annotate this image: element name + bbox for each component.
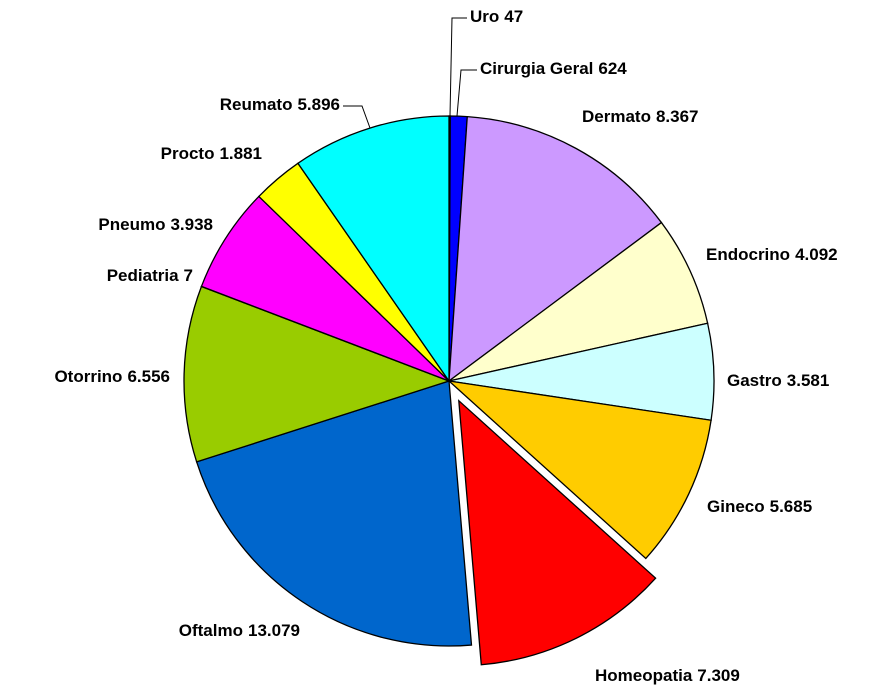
- category-label: Uro: [470, 7, 499, 26]
- value-label: 1.881: [219, 144, 262, 163]
- slice-label: Pneumo 3.938: [98, 215, 213, 234]
- value-label: 7.309: [697, 666, 740, 685]
- slice-label: Otorrino 6.556: [54, 367, 170, 386]
- value-label: 3.581: [787, 371, 830, 390]
- value-label: 8.367: [656, 107, 699, 126]
- pie-slice: [297, 115, 450, 384]
- category-label: Oftalmo: [179, 621, 243, 640]
- category-label: Endocrino: [706, 245, 790, 264]
- slice-label: Pediatria 7: [107, 266, 193, 285]
- value-label: 47: [504, 7, 523, 26]
- leader-line: [449, 17, 467, 117]
- slice-label: Reumato 5.896: [220, 95, 340, 114]
- category-label: Gastro: [727, 371, 782, 390]
- slice-label: Dermato 8.367: [582, 107, 699, 126]
- leader-line: [343, 105, 371, 129]
- slice-label: Procto 1.881: [161, 144, 262, 163]
- category-label: Pediatria: [107, 266, 179, 285]
- value-label: 5.685: [770, 497, 813, 516]
- category-label: Procto: [161, 144, 215, 163]
- pie-slice: [195, 380, 473, 647]
- value-label: 5.896: [297, 95, 340, 114]
- category-label: Otorrino: [54, 367, 122, 386]
- slice-label: Oftalmo 13.079: [179, 621, 300, 640]
- value-label: 7: [184, 266, 193, 285]
- pie-slice: [448, 221, 709, 382]
- slice-label: Gastro 3.581: [727, 371, 829, 390]
- slice-label: Endocrino 4.092: [706, 245, 838, 264]
- value-label: 624: [598, 59, 627, 78]
- category-label: Cirurgia Geral: [480, 59, 593, 78]
- leader-line: [456, 69, 477, 117]
- slice-label: Cirurgia Geral 624: [480, 59, 627, 78]
- slice-label: Gineco 5.685: [707, 497, 812, 516]
- value-label: 13.079: [248, 621, 300, 640]
- category-label: Reumato: [220, 95, 293, 114]
- pie-slice: [183, 285, 451, 463]
- value-label: 6.556: [127, 367, 170, 386]
- category-label: Homeopatia: [595, 666, 693, 685]
- slice-label: Uro 47: [470, 7, 523, 26]
- value-label: 3.938: [170, 215, 213, 234]
- pie-slice: [448, 115, 663, 383]
- value-label: 4.092: [795, 245, 838, 264]
- category-label: Dermato: [582, 107, 651, 126]
- pie-slice: [446, 380, 712, 560]
- category-label: Gineco: [707, 497, 765, 516]
- category-label: Pneumo: [98, 215, 165, 234]
- pie-slice: [457, 399, 657, 666]
- slice-label: Homeopatia 7.309: [595, 666, 740, 685]
